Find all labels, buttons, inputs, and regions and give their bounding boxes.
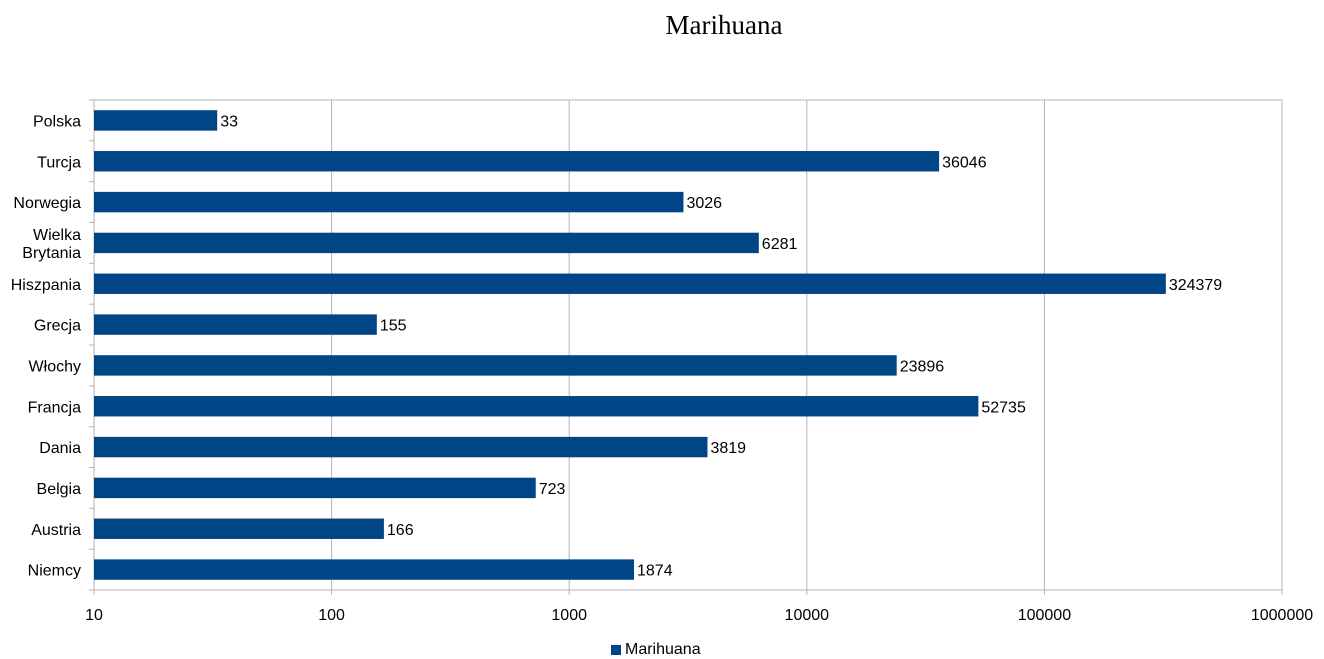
data-label: 6281 [762, 236, 798, 253]
data-label: 52735 [981, 399, 1026, 416]
bar [94, 314, 377, 335]
bar [94, 477, 536, 499]
legend: Marihuana [611, 641, 701, 659]
category-label: Włochy [29, 358, 81, 375]
plot-frame [93, 99, 1283, 591]
data-label: 36046 [942, 154, 987, 171]
bar [94, 191, 684, 213]
bar [94, 355, 897, 376]
category-label: Dania [39, 440, 81, 457]
category-label: Hiszpania [11, 277, 81, 294]
bar [94, 232, 759, 254]
category-label: Grecja [34, 318, 81, 335]
bar [94, 518, 384, 539]
category-label: Norwegia [13, 195, 81, 212]
x-tick-label: 10 [85, 607, 103, 624]
data-label: 3026 [686, 195, 722, 212]
category-label: Belgia [37, 481, 82, 498]
data-label: 723 [539, 481, 566, 498]
x-tick-label: 1000000 [1251, 607, 1313, 624]
bar [94, 273, 1166, 294]
data-label: 166 [387, 522, 414, 539]
legend-label: Marihuana [625, 641, 701, 658]
data-label: 324379 [1169, 277, 1222, 294]
x-tick-label: 1000 [551, 607, 587, 624]
x-tick-label: 100 [318, 607, 345, 624]
category-label: Francja [28, 399, 81, 416]
data-label: 155 [380, 318, 407, 335]
category-label: Niemcy [28, 563, 81, 580]
bar [94, 110, 218, 131]
data-label: 33 [220, 113, 238, 130]
bar [94, 396, 979, 417]
category-label: Turcja [37, 154, 81, 171]
bar [94, 436, 708, 458]
chart-title: Marihuana [665, 10, 783, 40]
x-tick-label: 100000 [1018, 607, 1071, 624]
data-label: 1874 [637, 563, 673, 580]
x-tick-label: 10000 [785, 607, 830, 624]
bar [94, 151, 940, 172]
category-label: Wielka Brytania [22, 227, 81, 262]
data-label: 3819 [710, 440, 746, 457]
data-label: 23896 [900, 358, 945, 375]
category-label: Austria [31, 522, 81, 539]
bar [94, 559, 635, 580]
category-label: Polska [33, 113, 81, 130]
legend-swatch [611, 645, 621, 655]
